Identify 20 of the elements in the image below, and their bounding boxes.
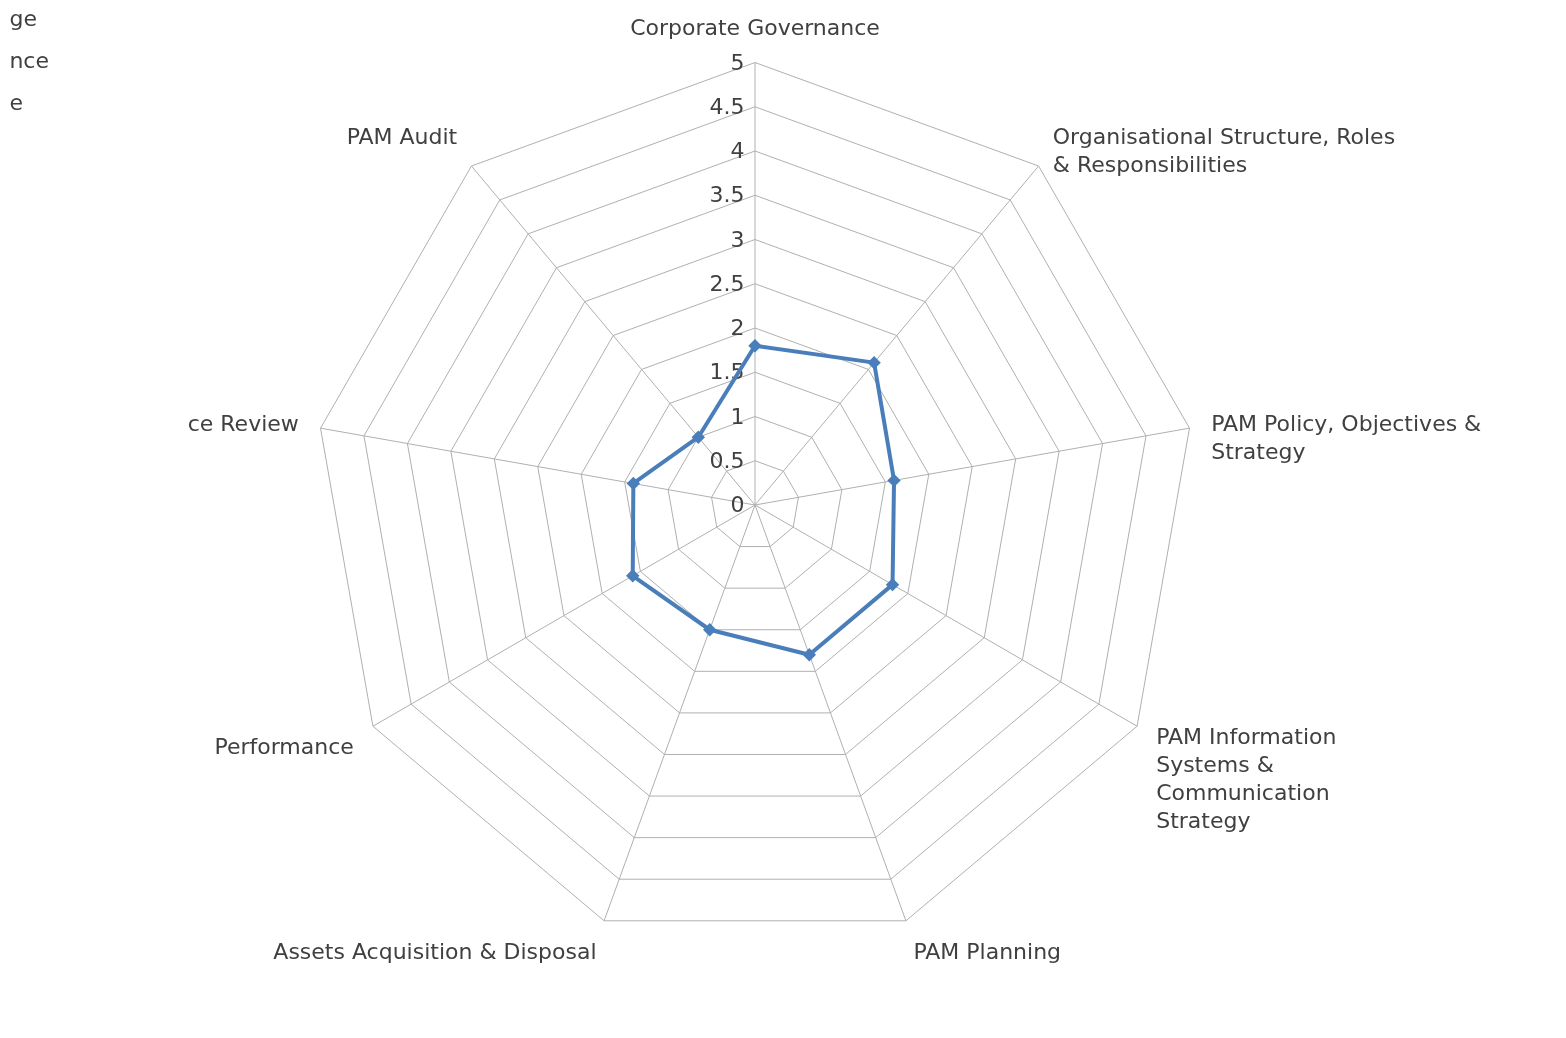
y-tick-label: 0: [730, 492, 745, 517]
spoke-label: PAM Information Systems & Communication Strategy: [1156, 724, 1337, 834]
spoke-label: PAM Policy, Objectives & Strategy: [1211, 411, 1482, 465]
y-tick-label: 0.5: [709, 447, 745, 473]
spoke-label: Organisational Structure, Roles & Responsibilities: [1052, 124, 1396, 178]
spoke-label: Assets Acquisition & Disposal: [273, 938, 597, 964]
y-tick-label: 4.5: [709, 93, 745, 119]
spoke-label: Corporate Governance: [630, 15, 880, 41]
text: ge nce e: [9, 6, 49, 116]
y-tick-label: 3.5: [709, 182, 745, 208]
y-tick-label: 1: [730, 403, 745, 429]
y-tick-label: 2.5: [709, 270, 745, 296]
spoke-label: PAM Planning: [913, 938, 1062, 964]
spoke-label: ce Review: [187, 411, 299, 437]
y-tick-label: 4: [730, 138, 745, 164]
spoke-label: PAM Audit: [346, 124, 458, 150]
y-tick-label: 2: [730, 315, 745, 341]
y-tick-label: 5: [730, 49, 745, 75]
spoke-label: Performance: [214, 734, 354, 760]
y-tick-label: 3: [730, 226, 745, 252]
